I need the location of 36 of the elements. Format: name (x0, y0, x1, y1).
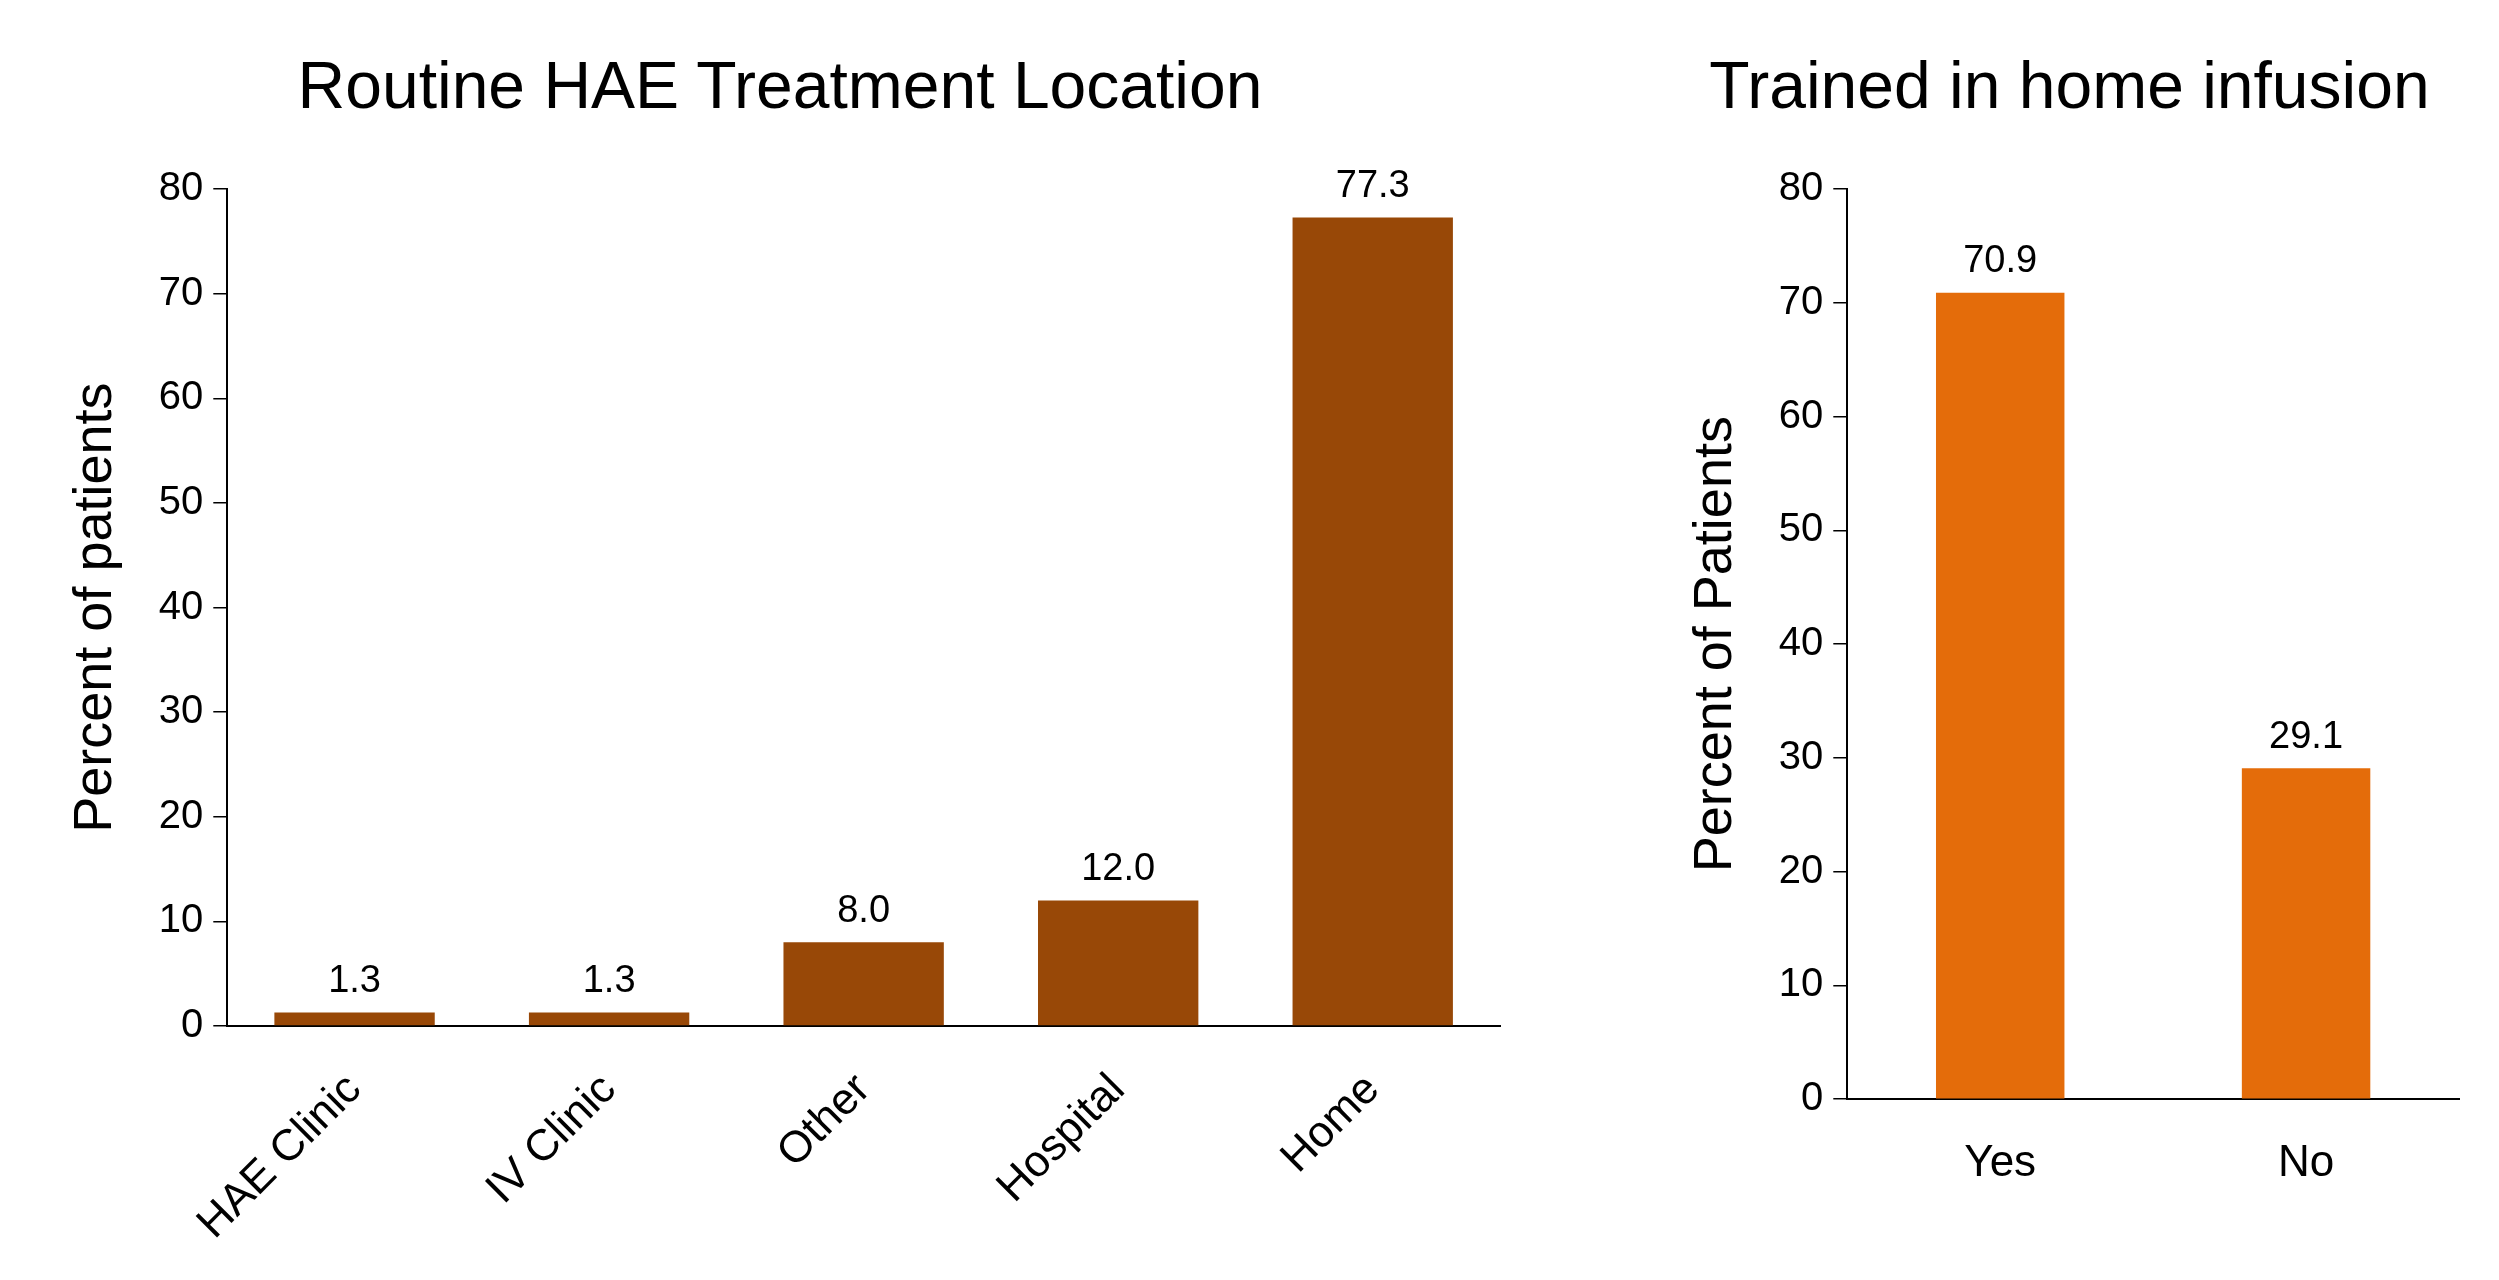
y-tick-label: 50 (158, 478, 204, 523)
data-label: 1.3 (328, 957, 381, 1000)
y-tick-label: 10 (1778, 960, 1824, 1005)
chart-title: Routine HAE Treatment Location (297, 47, 1263, 122)
y-tick-label: 40 (158, 582, 204, 627)
bar (1038, 900, 1199, 1026)
y-tick-label: 10 (158, 896, 204, 941)
y-tick-label: 70 (1778, 277, 1824, 322)
y-tick-label: 20 (1778, 846, 1824, 891)
x-tick-label: Yes (1964, 1135, 2037, 1185)
data-label: 8.0 (837, 887, 891, 930)
y-tick-label: 50 (1778, 505, 1824, 550)
y-tick-label: 20 (158, 791, 204, 836)
data-label: 1.3 (582, 957, 636, 1000)
data-label: 12.0 (1081, 845, 1156, 888)
chart-title: Trained in home infusion (1709, 47, 2430, 122)
bar (274, 1012, 435, 1026)
y-tick-label: 60 (158, 373, 204, 418)
x-tick-label: No (2277, 1135, 2335, 1185)
data-label: 77.3 (1335, 162, 1410, 205)
y-tick-label: 30 (158, 687, 204, 732)
bar (528, 1012, 690, 1026)
y-tick-label: 70 (158, 268, 204, 313)
bar (783, 942, 944, 1026)
y-axis-title: Percent of Patients (1682, 416, 1743, 873)
y-tick-label: 0 (181, 1001, 204, 1046)
data-label: 70.9 (1963, 238, 2038, 281)
y-tick-label: 40 (1778, 619, 1824, 664)
y-tick-label: 60 (1778, 391, 1824, 436)
data-label: 29.1 (2269, 713, 2344, 756)
bar (1292, 217, 1453, 1026)
y-tick-label: 80 (1778, 164, 1824, 209)
y-tick-label: 0 (1801, 1074, 1824, 1119)
y-tick-label: 30 (1778, 732, 1824, 777)
y-tick-label: 80 (158, 164, 204, 209)
y-axis-title: Percent of patients (62, 382, 123, 833)
